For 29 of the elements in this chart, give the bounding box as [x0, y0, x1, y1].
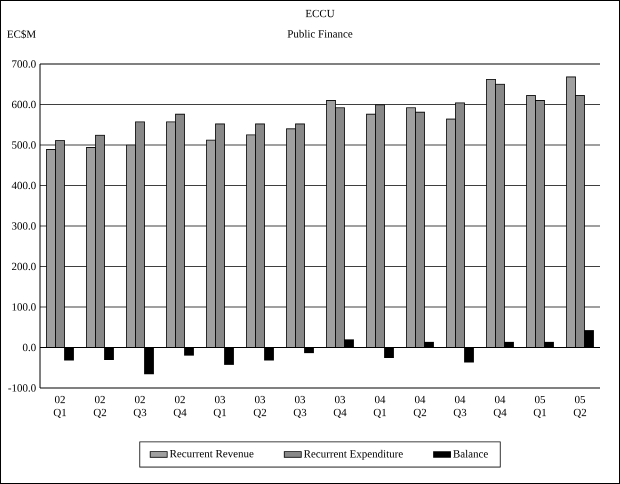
- x-tick-label: 02 Q4: [174, 396, 187, 418]
- y-tick-label: 200.0: [12, 262, 36, 270]
- legend-label: Recurrent Revenue: [170, 450, 254, 458]
- x-tick-label: 04 Q1: [374, 396, 386, 418]
- legend-label: Recurrent Expenditure: [304, 450, 403, 460]
- x-tick-label: 03 Q1: [214, 396, 226, 418]
- x-tick-label: 02 Q1: [54, 396, 66, 418]
- chart-subtitle: Public Finance: [288, 30, 352, 38]
- y-tick-label: 400.0: [12, 182, 36, 190]
- x-tick-label: 03 Q4: [334, 396, 347, 418]
- y-tick-label: 700.0: [12, 60, 36, 68]
- x-tick-label: 04 Q4: [494, 396, 507, 418]
- x-tick-label: 03 Q2: [254, 396, 266, 418]
- y-tick-label: 500.0: [12, 141, 36, 149]
- y-tick-label: 0.0: [22, 344, 36, 352]
- x-tick-label: 05 Q2: [574, 396, 586, 418]
- x-tick-label: 03 Q3: [294, 396, 306, 418]
- legend-label: Balance: [453, 450, 488, 458]
- y-tick-label: 600.0: [12, 100, 36, 108]
- y-axis-title: EC$M: [7, 30, 36, 39]
- chart-title: ECCU: [306, 10, 334, 18]
- x-tick-label: 04 Q2: [414, 396, 426, 418]
- y-tick-label: 300.0: [12, 222, 36, 230]
- x-tick-label: 02 Q3: [134, 396, 146, 418]
- y-tick-label: -100.0: [8, 384, 36, 392]
- x-tick-label: 02 Q2: [94, 396, 106, 418]
- x-tick-label: 04 Q3: [454, 396, 466, 418]
- y-tick-label: 100.0: [12, 303, 36, 311]
- x-tick-label: 05 Q1: [534, 396, 546, 418]
